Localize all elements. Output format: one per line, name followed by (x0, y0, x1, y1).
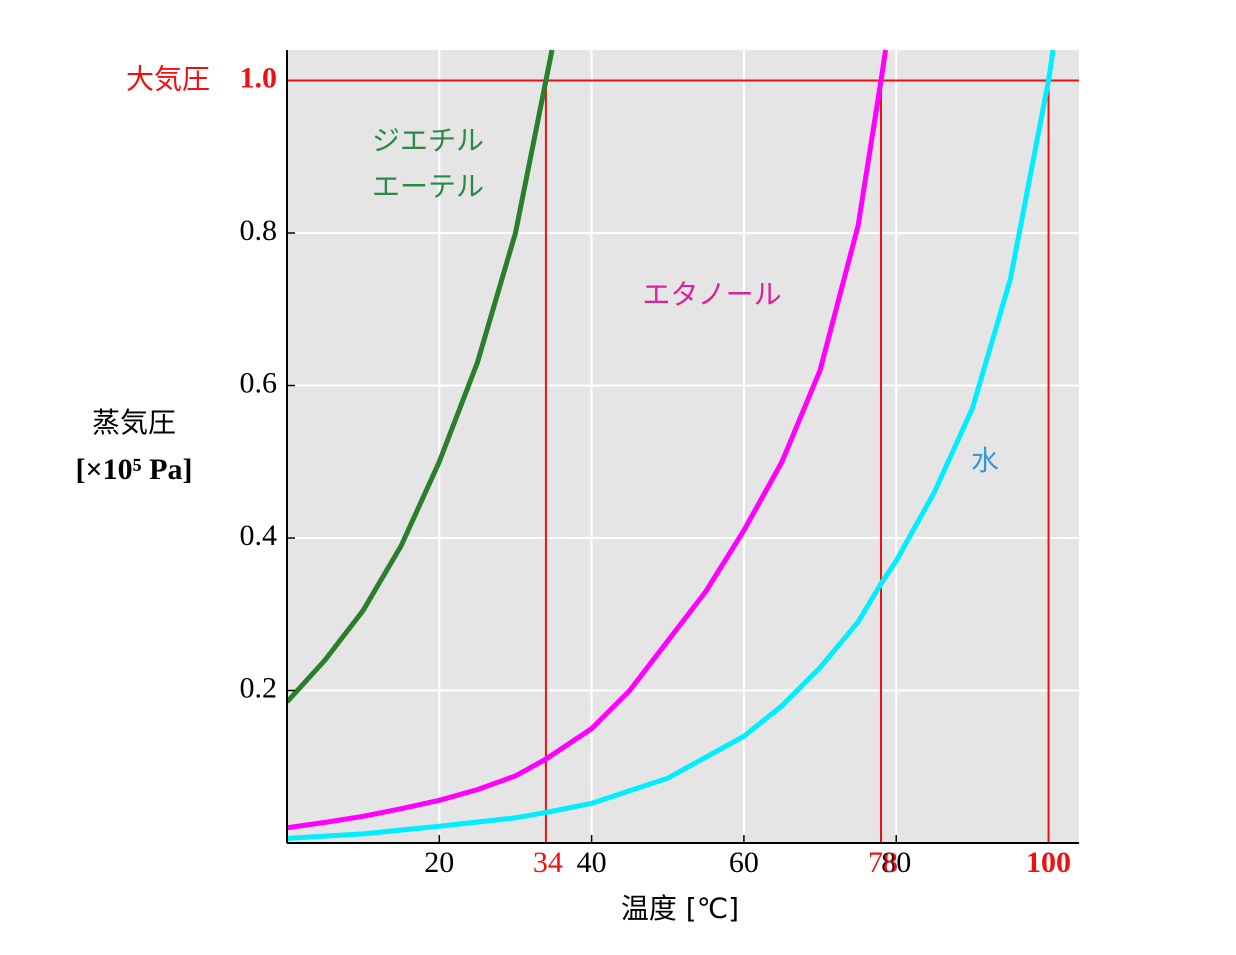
boiling-point-label: 100 (1026, 846, 1071, 879)
curve-label: 水 (971, 444, 999, 477)
curve-label: エタノール (642, 278, 781, 311)
grid (287, 50, 1079, 843)
y-axis-label: 蒸気圧 (92, 406, 176, 439)
curves (287, 49, 1056, 841)
reference-lines (287, 79, 1079, 843)
x-axis-label: 温度 [℃] (621, 892, 739, 925)
boiling-point-label: 78 (868, 846, 898, 879)
boiling-point-label: 34 (533, 846, 563, 879)
x-tick-label: 60 (729, 846, 759, 879)
y-tick-label: 0.8 (240, 214, 278, 247)
y-axis-unit: [×10⁵ Pa] (76, 453, 193, 486)
x-tick-label: 20 (424, 846, 454, 879)
curve-label: ジエチル (372, 124, 484, 157)
x-tick-label: 40 (577, 846, 607, 879)
atmospheric-value: 1.0 (240, 61, 278, 94)
x-tick-label: 80 (881, 846, 911, 879)
curve (287, 49, 889, 831)
y-tick-label: 0.4 (240, 519, 278, 552)
curve (287, 49, 1056, 841)
y-tick-label: 0.2 (240, 671, 278, 704)
labels: 20 40 60 80 0.2 0.4 0.6 0.8 大気圧 1.0 34 78 100 ジエチルエーテ… (126, 61, 1071, 879)
atmospheric-label: 大気圧 (126, 63, 210, 96)
y-tick-label: 0.6 (240, 366, 278, 399)
curve-label: エーテル (372, 170, 484, 203)
plot-area (287, 50, 1079, 843)
curve (287, 49, 555, 704)
